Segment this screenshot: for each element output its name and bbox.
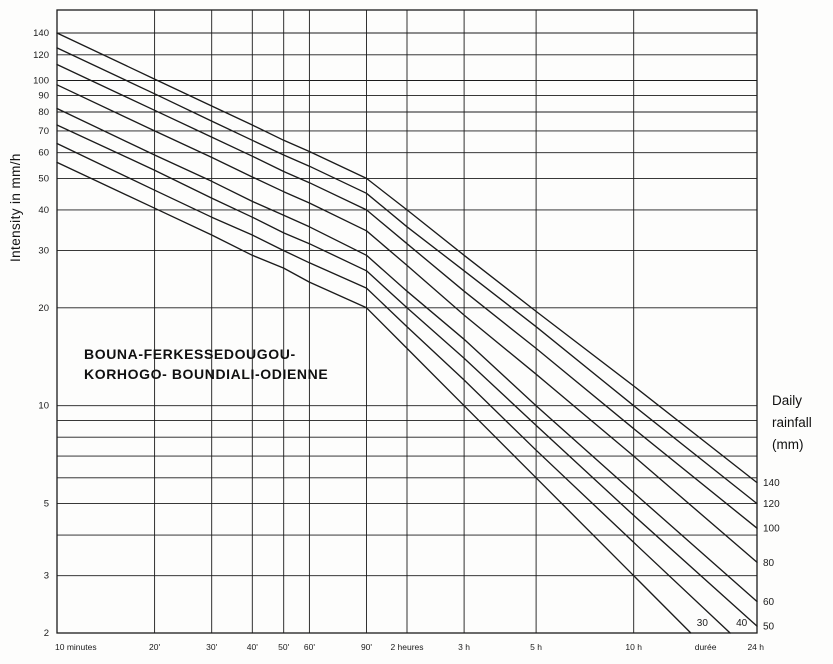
curve-label-60: 60 xyxy=(763,597,775,608)
station-names-annotation: BOUNA-FERKESSEDOUGOU- KORHOGO- BOUNDIALI… xyxy=(84,344,328,384)
y-tick-label: 120 xyxy=(33,50,49,61)
x-tick-label: 20' xyxy=(149,642,160,652)
right-axis-title-line-1: Daily xyxy=(772,393,803,408)
plot-frame xyxy=(56,9,758,634)
x-tick-label: 2 heures xyxy=(390,642,423,652)
y-tick-label: 60 xyxy=(38,148,49,159)
idf-curve-50mm xyxy=(56,124,758,627)
right-axis-title: Daily rainfall (mm) xyxy=(772,390,812,456)
curve-label-120: 120 xyxy=(763,499,780,510)
y-tick-label: 90 xyxy=(38,90,49,101)
annotation-line-2: KORHOGO- BOUNDIALI-ODIENNE xyxy=(84,366,329,382)
y-tick-label: 70 xyxy=(38,126,49,137)
y-tick-label: 20 xyxy=(38,303,49,314)
idf-curve-40mm xyxy=(56,142,731,634)
idf-curve-100mm xyxy=(56,63,758,529)
idf-curve-140mm xyxy=(56,32,758,484)
x-axis-note: durée xyxy=(695,642,717,652)
y-axis-title: Intensity in mm/h xyxy=(8,153,23,262)
y-tick-label: 10 xyxy=(38,401,49,412)
y-tick-label: 5 xyxy=(44,499,49,510)
x-tick-label: 10 minutes xyxy=(55,642,97,652)
curve-label-80: 80 xyxy=(763,558,775,569)
x-tick-label: 40' xyxy=(247,642,258,652)
y-tick-label: 140 xyxy=(33,28,49,39)
idf-curve-80mm xyxy=(56,84,758,563)
y-tick-label: 30 xyxy=(38,246,49,257)
curve-label-140: 140 xyxy=(763,478,780,489)
x-tick-label: 50' xyxy=(278,642,289,652)
x-tick-label: 24 h xyxy=(747,642,764,652)
right-axis-title-line-2: rainfall xyxy=(772,415,812,430)
curve-label-40: 40 xyxy=(736,618,748,629)
idf-curve-60mm xyxy=(56,107,758,603)
y-tick-label: 50 xyxy=(38,173,49,184)
x-tick-label: 5 h xyxy=(530,642,542,652)
x-tick-label: 30' xyxy=(206,642,217,652)
y-tick-label: 3 xyxy=(44,571,49,582)
curve-label-100: 100 xyxy=(763,524,780,535)
curve-label-30: 30 xyxy=(697,618,709,629)
x-tick-label: 60' xyxy=(304,642,315,652)
right-axis-title-line-3: (mm) xyxy=(772,437,804,452)
y-tick-label: 100 xyxy=(33,76,49,87)
y-tick-label: 80 xyxy=(38,107,49,118)
x-tick-label: 3 h xyxy=(458,642,470,652)
curve-label-50: 50 xyxy=(763,622,775,633)
idf-curve-30mm xyxy=(56,161,692,634)
x-tick-label: 10 h xyxy=(625,642,642,652)
annotation-line-1: BOUNA-FERKESSEDOUGOU- xyxy=(84,346,296,362)
y-tick-label: 2 xyxy=(44,628,49,639)
idf-curve-120mm xyxy=(56,47,758,505)
x-tick-label: 90' xyxy=(361,642,372,652)
y-tick-label: 40 xyxy=(38,205,49,216)
